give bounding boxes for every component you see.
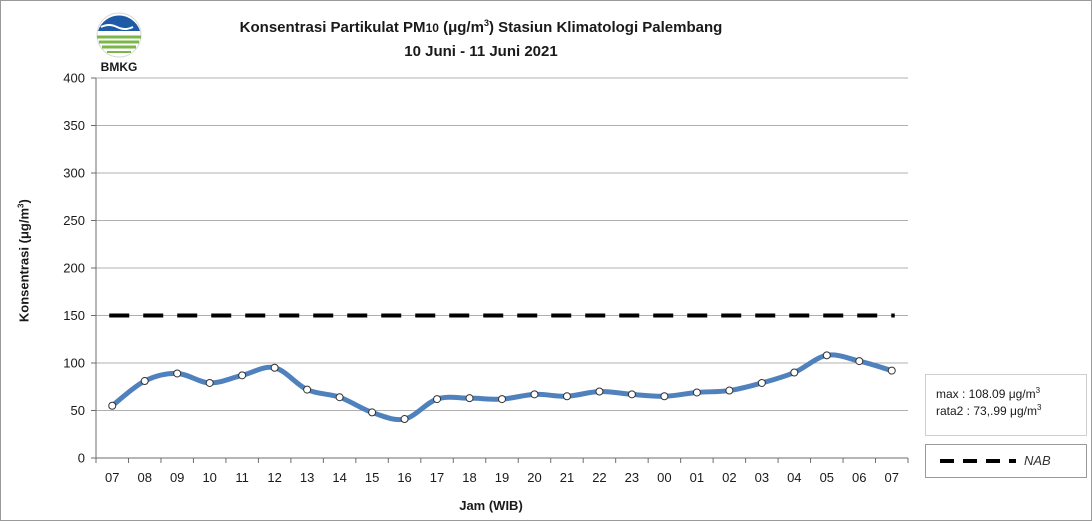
x-tick-label: 08: [137, 470, 151, 485]
data-point: [790, 368, 799, 377]
data-point: [595, 387, 604, 396]
legend: NAB: [925, 444, 1087, 478]
data-point: [530, 390, 539, 399]
x-tick-label: 20: [527, 470, 541, 485]
stats-box: max : 108.09 μg/m3 rata2 : 73,.99 μg/m3: [925, 374, 1087, 436]
chart-subtitle: 10 Juni - 11 Juni 2021: [404, 43, 558, 60]
y-tick-label: 300: [63, 166, 85, 181]
data-point: [757, 378, 766, 387]
x-tick-label: 19: [495, 470, 509, 485]
data-point: [173, 369, 182, 378]
x-tick-label: 21: [560, 470, 574, 485]
y-tick-label: 150: [63, 308, 85, 323]
bmkg-logo: BMKG: [96, 12, 142, 73]
x-tick-label: 17: [430, 470, 444, 485]
data-point: [660, 392, 669, 401]
y-tick-labels: 0 50 100 150 200 250 300 350 400: [63, 71, 85, 466]
x-tick-label: 07: [885, 470, 899, 485]
x-tick-label: 01: [690, 470, 704, 485]
stat-average: rata2 : 73,.99 μg/m3: [936, 403, 1042, 418]
data-point: [238, 371, 247, 380]
y-tick-label: 350: [63, 118, 85, 133]
x-tick-label: 00: [657, 470, 671, 485]
stat-max: max : 108.09 μg/m3: [936, 386, 1041, 401]
y-tick-label: 50: [71, 403, 85, 418]
chart-title: Konsentrasi Partikulat PM10 (μg/m3) Stas…: [239, 18, 723, 36]
data-point: [335, 393, 344, 402]
x-tick-label: 09: [170, 470, 184, 485]
data-point: [627, 390, 636, 399]
y-tick-label: 100: [63, 356, 85, 371]
x-tick-labels: 07 08 09 10 11 12 13 14 15 16 17 18 19 20 21 22 23 00 01 02…: [105, 470, 899, 485]
x-tick-label: 02: [722, 470, 736, 485]
x-tick-label: 22: [592, 470, 606, 485]
x-tick-label: 04: [787, 470, 801, 485]
x-tick-label: 10: [202, 470, 216, 485]
x-tick-label: 12: [267, 470, 281, 485]
x-tick-label: 11: [235, 470, 249, 485]
data-point: [465, 394, 474, 403]
data-point: [822, 351, 831, 360]
x-tick-label: 18: [462, 470, 476, 485]
data-point: [303, 385, 312, 394]
data-point: [692, 388, 701, 397]
data-point: [205, 378, 214, 387]
x-tick-label: 23: [625, 470, 639, 485]
pm10-series: [108, 351, 896, 424]
x-tick-label: 14: [332, 470, 346, 485]
data-point: [368, 408, 377, 417]
pm10-line: [109, 352, 895, 423]
data-point: [108, 401, 117, 410]
x-tick-label: 06: [852, 470, 866, 485]
x-tick-label: 13: [300, 470, 314, 485]
x-tick-label: 05: [820, 470, 834, 485]
logo-text: BMKG: [101, 60, 138, 73]
axes: [95, 78, 909, 463]
data-point: [855, 357, 864, 366]
data-point: [400, 415, 409, 424]
legend-nab-label: NAB: [1024, 453, 1051, 468]
data-point: [887, 366, 896, 375]
x-axis-label: Jam (WIB): [459, 498, 523, 513]
data-point: [498, 395, 506, 404]
y-tick-label: 250: [63, 213, 85, 228]
legend-nab-swatch: [940, 459, 1016, 463]
x-tick-label: 07: [105, 470, 119, 485]
data-point: [140, 377, 149, 386]
y-tick-label: 200: [63, 261, 85, 276]
data-point: [433, 395, 442, 404]
data-point: [562, 392, 571, 401]
x-tick-label: 15: [365, 470, 379, 485]
x-tick-label: 16: [397, 470, 411, 485]
x-tick-label: 03: [755, 470, 769, 485]
data-point: [270, 363, 279, 372]
y-axis-label: Konsentrasi (μg/m3): [16, 199, 32, 323]
y-tick-label: 0: [78, 451, 85, 466]
data-point: [725, 386, 734, 395]
y-tick-label: 400: [63, 71, 85, 86]
